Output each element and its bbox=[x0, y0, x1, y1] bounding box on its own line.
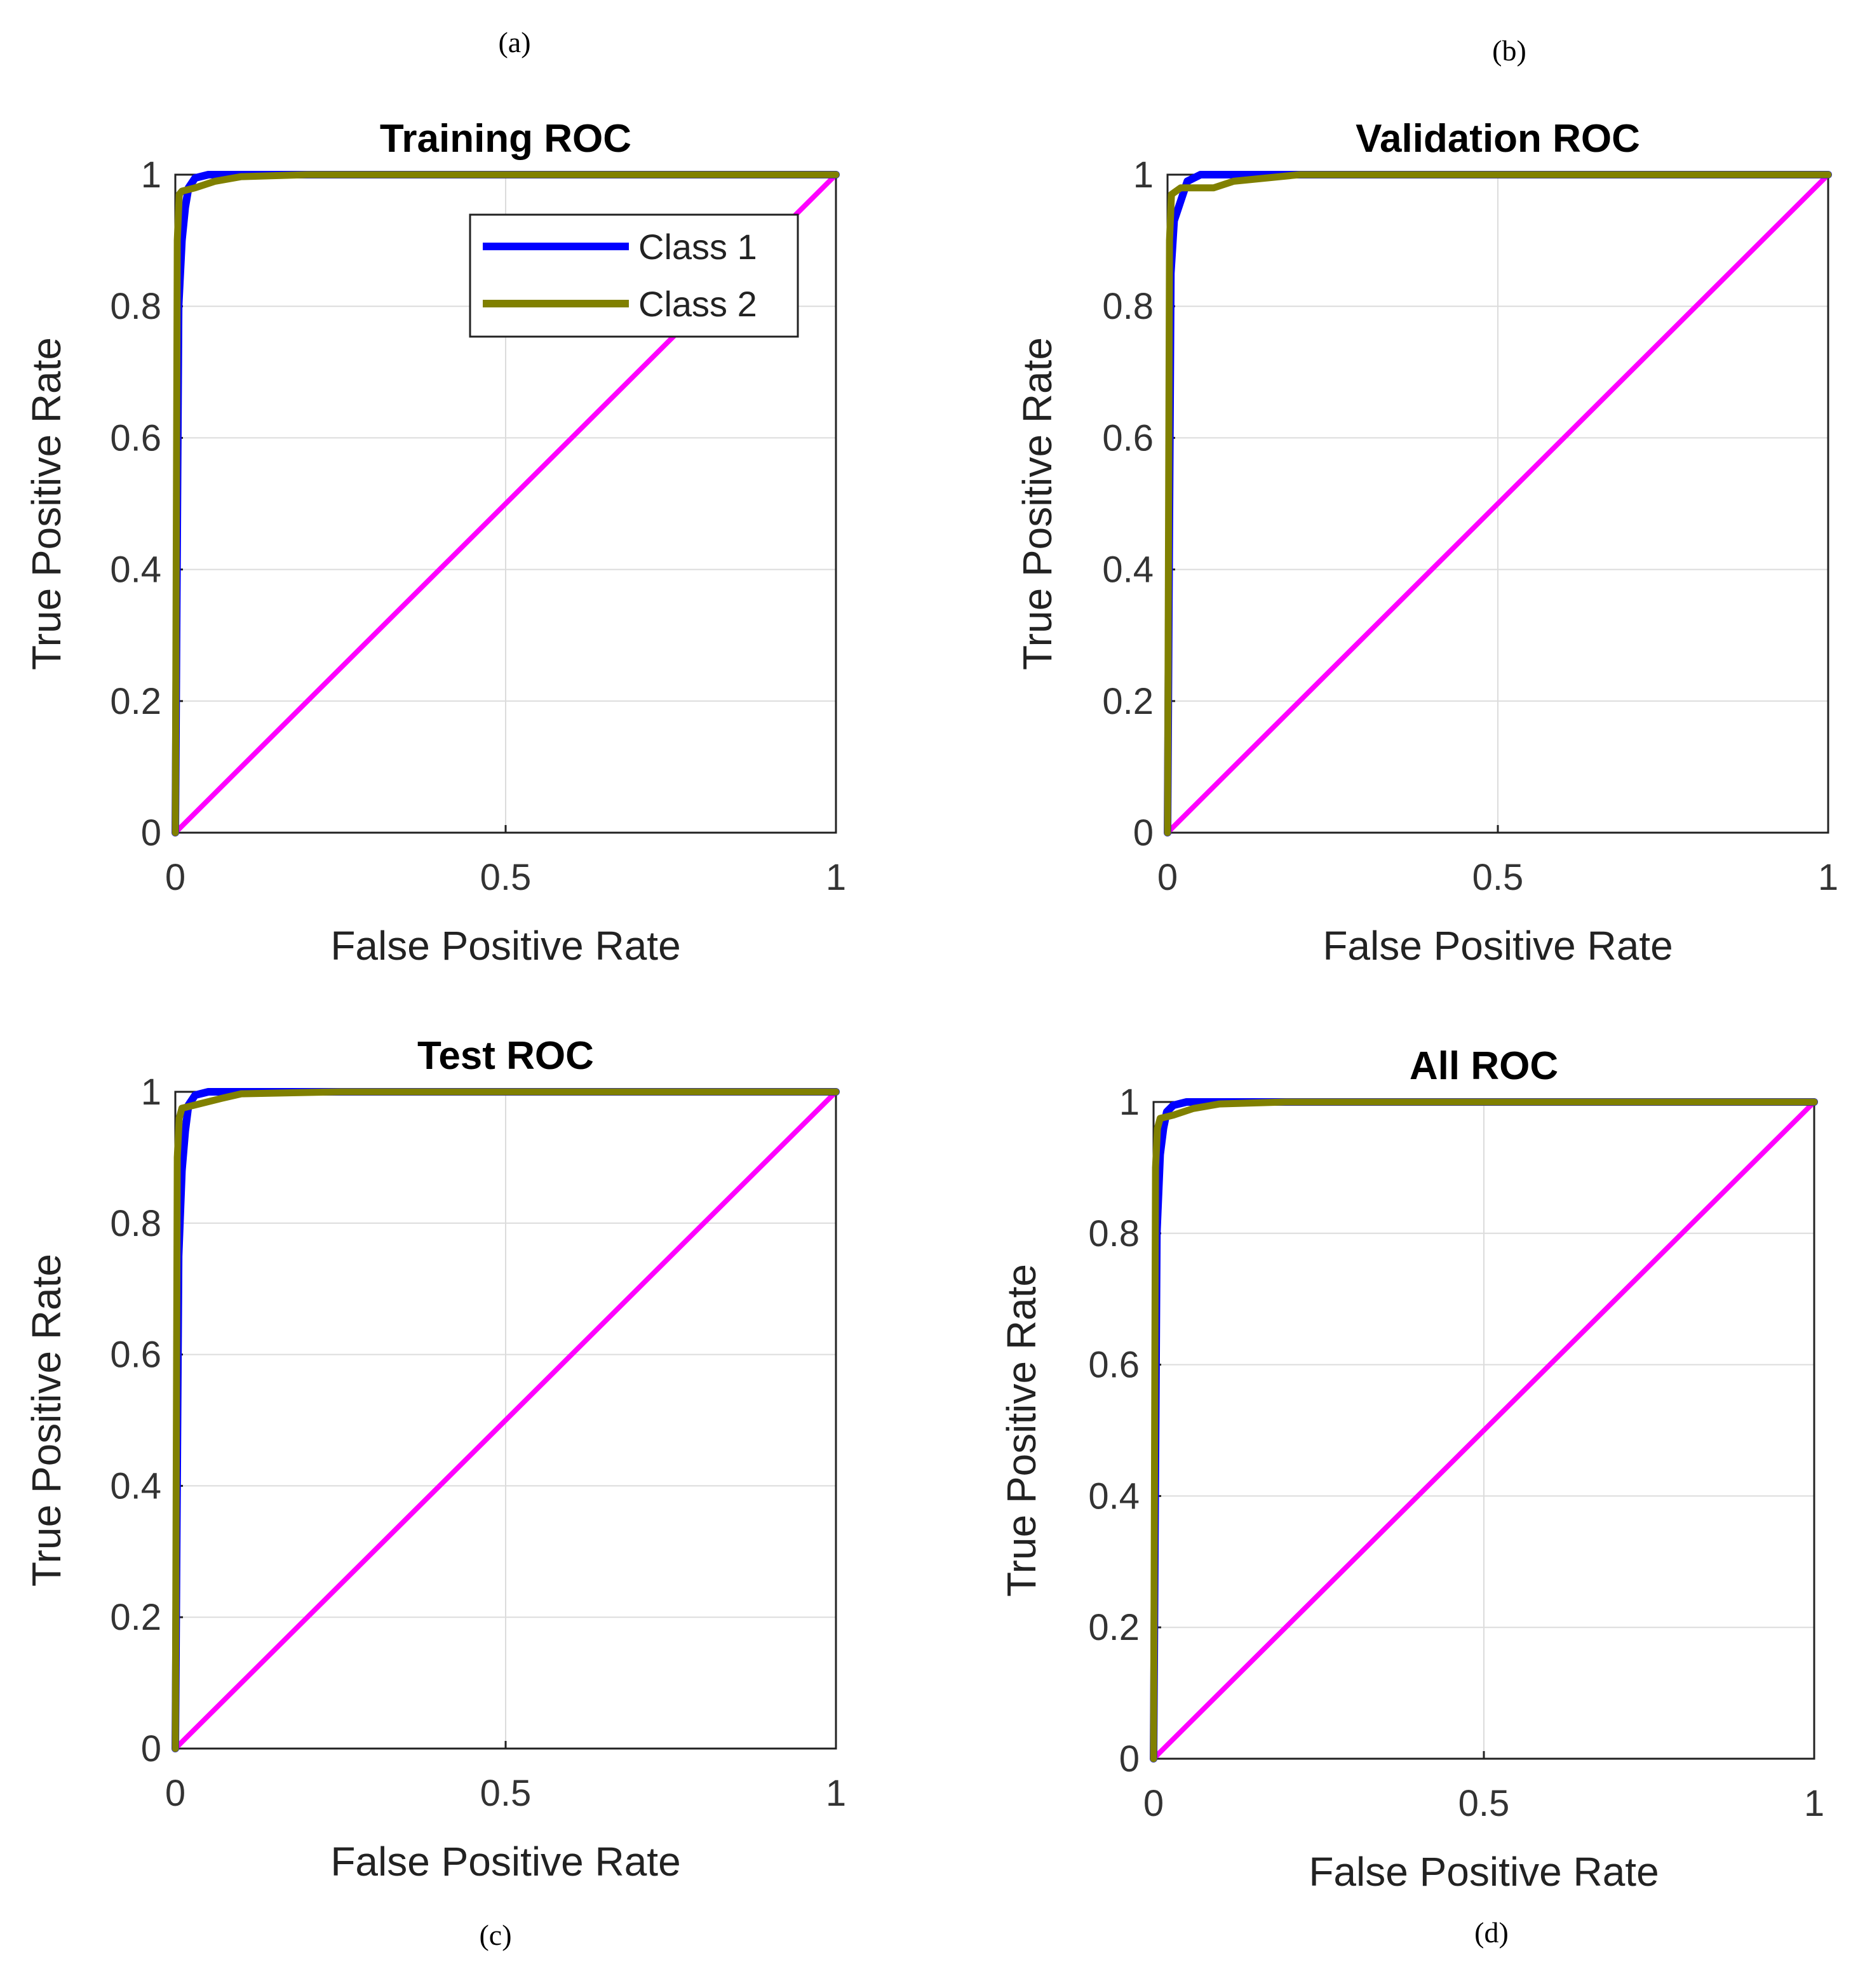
y-tick-label: 0.8 bbox=[1088, 1213, 1140, 1254]
chart-panel-4: (d) 0 0.5 1 0 0.2 0.4 0.6 0.8 1 All ROC False Posit… bbox=[999, 1044, 1824, 1949]
series-line-class-2 bbox=[1150, 1098, 1818, 1763]
x-axis-label: False Positive Rate bbox=[330, 923, 680, 969]
x-axis-label: False Positive Rate bbox=[330, 1839, 680, 1884]
x-tick-label: 1 bbox=[826, 857, 846, 898]
x-tick-label: 0.5 bbox=[1472, 857, 1524, 898]
y-tick-label: 0.6 bbox=[1088, 1345, 1140, 1386]
series-line-chance bbox=[1165, 172, 1831, 835]
y-axis-label: True Positive Rate bbox=[999, 1264, 1044, 1597]
y-tick-label: 0.6 bbox=[110, 1334, 161, 1376]
y-tick-label: 0.6 bbox=[110, 417, 161, 459]
y-tick-label: 0.8 bbox=[110, 286, 161, 327]
chart-title: Test ROC bbox=[417, 1034, 594, 1078]
series-line-chance bbox=[1151, 1099, 1817, 1761]
x-tick-label: 0 bbox=[165, 857, 185, 898]
panel-label: (b) bbox=[1492, 34, 1526, 67]
chart-title: Validation ROC bbox=[1356, 117, 1640, 161]
y-tick-label: 0.8 bbox=[110, 1203, 161, 1244]
legend-entry-label: Class 1 bbox=[638, 227, 757, 267]
y-axis-label: True Positive Rate bbox=[24, 1254, 69, 1587]
series-line-class-2 bbox=[1164, 171, 1832, 836]
chart-panel-1: (a) 0 0.5 1 0 0.2 0.4 0.6 0.8 1 Training ROC False … bbox=[24, 26, 846, 969]
series-line-chance bbox=[173, 1089, 838, 1751]
y-tick-label: 1 bbox=[141, 154, 161, 196]
x-tick-label: 0 bbox=[1157, 857, 1178, 898]
panel-label: (d) bbox=[1474, 1916, 1509, 1949]
y-tick-label: 1 bbox=[1119, 1082, 1140, 1123]
x-tick-label: 0.5 bbox=[480, 1773, 532, 1814]
y-tick-label: 0 bbox=[1119, 1738, 1140, 1780]
x-tick-label: 1 bbox=[1804, 1783, 1824, 1824]
chart-panel-2: (b) 0 0.5 1 0 0.2 0.4 0.6 0.8 1 Validation ROC Fals… bbox=[1014, 34, 1838, 969]
x-tick-label: 1 bbox=[1818, 857, 1838, 898]
chart-panel-3: (c) 0 0.5 1 0 0.2 0.4 0.6 0.8 1 Test ROC False Posi… bbox=[24, 1034, 846, 1951]
x-tick-label: 0 bbox=[1143, 1783, 1164, 1824]
y-tick-label: 1 bbox=[141, 1071, 161, 1113]
y-tick-label: 0 bbox=[141, 1728, 161, 1770]
y-tick-label: 0.6 bbox=[1102, 417, 1154, 459]
legend-box bbox=[469, 213, 799, 338]
y-tick-label: 0.4 bbox=[1102, 549, 1154, 591]
panel-label: (a) bbox=[498, 26, 530, 58]
series-line-class-2 bbox=[172, 171, 840, 836]
y-tick-label: 0.4 bbox=[110, 1465, 161, 1507]
y-tick-label: 0.4 bbox=[1088, 1475, 1140, 1517]
panel-label: (c) bbox=[479, 1919, 511, 1951]
legend-entry-label: Class 2 bbox=[638, 284, 757, 324]
y-tick-label: 1 bbox=[1133, 154, 1154, 196]
chart-title: All ROC bbox=[1410, 1044, 1558, 1088]
y-tick-label: 0.8 bbox=[1102, 286, 1154, 327]
y-tick-label: 0.2 bbox=[110, 681, 161, 722]
x-axis-label: False Positive Rate bbox=[1309, 1849, 1659, 1895]
x-tick-label: 0.5 bbox=[480, 857, 532, 898]
y-tick-label: 0.2 bbox=[110, 1597, 161, 1638]
x-axis-label: False Positive Rate bbox=[1323, 923, 1673, 969]
y-tick-label: 0 bbox=[141, 812, 161, 854]
series-line-class-2 bbox=[172, 1088, 840, 1752]
x-tick-label: 0.5 bbox=[1458, 1783, 1510, 1824]
y-tick-label: 0.2 bbox=[1088, 1607, 1140, 1648]
y-tick-label: 0 bbox=[1133, 812, 1154, 854]
legend: Class 1 Class 2 bbox=[469, 213, 799, 338]
y-axis-label: True Positive Rate bbox=[24, 337, 69, 670]
chart-title: Training ROC bbox=[380, 117, 631, 161]
y-tick-label: 0.2 bbox=[1102, 681, 1154, 722]
x-tick-label: 1 bbox=[826, 1773, 846, 1814]
y-axis-label: True Positive Rate bbox=[1014, 337, 1060, 670]
y-tick-label: 0.4 bbox=[110, 549, 161, 591]
x-tick-label: 0 bbox=[165, 1773, 185, 1814]
